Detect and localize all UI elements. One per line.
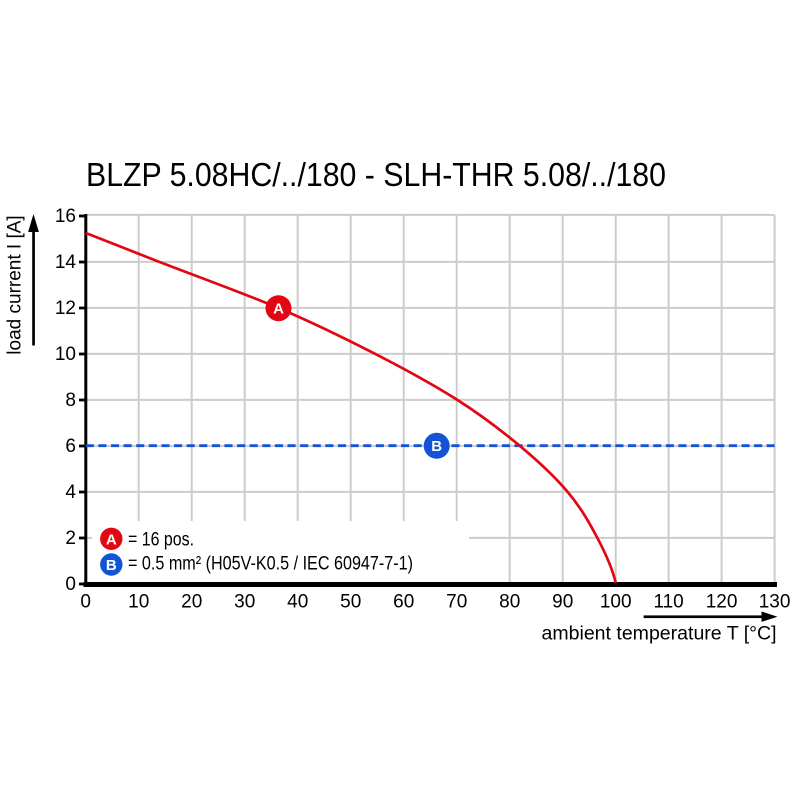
svg-text:14: 14 — [55, 252, 77, 273]
svg-text:A: A — [273, 301, 284, 318]
svg-text:80: 80 — [499, 591, 520, 612]
svg-text:130: 130 — [759, 591, 791, 612]
svg-text:120: 120 — [706, 591, 738, 612]
svg-text:12: 12 — [55, 298, 76, 319]
svg-text:30: 30 — [234, 591, 255, 612]
svg-text:= 0.5 mm² (H05V-K0.5 / IEC 609: = 0.5 mm² (H05V-K0.5 / IEC 60947-7-1) — [128, 554, 413, 575]
svg-text:load current I [A]: load current I [A] — [4, 215, 25, 354]
svg-text:4: 4 — [65, 482, 76, 503]
svg-text:B: B — [106, 557, 117, 574]
svg-text:16: 16 — [55, 206, 76, 227]
svg-text:40: 40 — [287, 591, 308, 612]
svg-text:0: 0 — [80, 591, 91, 612]
svg-text:B: B — [431, 438, 442, 455]
svg-text:20: 20 — [181, 591, 202, 612]
svg-text:60: 60 — [393, 591, 414, 612]
svg-text:= 16 pos.: = 16 pos. — [128, 529, 194, 550]
svg-text:2: 2 — [65, 528, 76, 549]
svg-text:100: 100 — [600, 591, 632, 612]
svg-text:BLZP 5.08HC/../180 - SLH-THR 5: BLZP 5.08HC/../180 - SLH-THR 5.08/../180 — [86, 156, 666, 193]
svg-text:0: 0 — [65, 574, 76, 595]
svg-text:50: 50 — [340, 591, 361, 612]
svg-text:10: 10 — [55, 344, 76, 365]
svg-text:90: 90 — [552, 591, 573, 612]
svg-text:6: 6 — [65, 436, 76, 457]
svg-text:110: 110 — [653, 591, 683, 612]
svg-text:10: 10 — [128, 591, 149, 612]
svg-text:70: 70 — [446, 591, 467, 612]
svg-text:ambient temperature T [°C]: ambient temperature T [°C] — [542, 624, 777, 645]
svg-text:8: 8 — [65, 390, 76, 411]
svg-text:A: A — [106, 531, 117, 548]
